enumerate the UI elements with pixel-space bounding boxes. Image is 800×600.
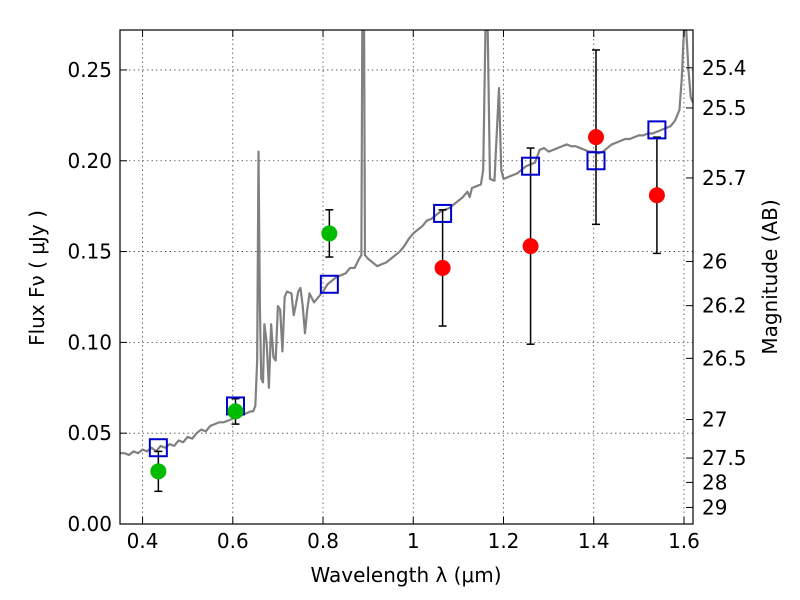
observed-photometry-series	[150, 129, 665, 480]
model-box-marker	[319, 274, 339, 294]
x-axis-label: Wavelength λ (μm)	[310, 563, 501, 587]
mag-tick-label: 26.2	[702, 294, 747, 318]
observed-point-green	[227, 403, 244, 420]
mag-tick-label: 26.5	[702, 346, 747, 370]
spectrum-line	[120, 30, 693, 457]
mag-tick-label: 28	[702, 470, 727, 494]
observed-point-red	[434, 259, 451, 276]
observed-point-red	[587, 129, 604, 146]
mag-tick-label: 27.5	[702, 446, 747, 470]
mag-tick-label: 29	[702, 495, 727, 519]
y-tick-label: 0.15	[67, 240, 112, 264]
model-box-marker	[586, 151, 606, 171]
y-tick-label: 0.05	[67, 421, 112, 445]
y-tick-label: 0.25	[67, 58, 112, 82]
model-box-marker	[148, 438, 168, 458]
mag-tick-label: 25.5	[702, 96, 747, 120]
grid-lines	[120, 30, 693, 525]
x-tick-label: 0.8	[307, 529, 339, 553]
y-tick-label: 0.00	[67, 512, 112, 536]
mag-tick-label: 25.4	[702, 56, 747, 80]
observed-point-red	[648, 187, 665, 204]
mag-tick-label: 27	[702, 407, 727, 431]
y-axis-label-right: Magnitude (AB)	[758, 199, 782, 354]
x-tick-label: 1	[407, 529, 420, 553]
plot-frame	[119, 29, 694, 525]
axis-ticks	[120, 30, 693, 525]
model-photometry-series	[148, 120, 667, 458]
y-tick-label: 0.10	[67, 330, 112, 354]
observed-point-red	[522, 238, 539, 255]
y-axis-label-left: Flux Fν ( μJy )	[25, 210, 49, 346]
model-box-marker	[647, 120, 667, 140]
mag-tick-label: 25.7	[702, 166, 747, 190]
mag-tick-label: 26	[702, 249, 727, 273]
tick-labels: 0.4 0.6 0.8 1 1.2 1.4 1.6 0.00 0.05 0.10 0.15 0.20 0…	[67, 56, 746, 553]
x-tick-label: 1.6	[668, 529, 700, 553]
x-tick-label: 1.4	[578, 529, 610, 553]
x-tick-label: 0.4	[127, 529, 159, 553]
model-box-marker	[433, 203, 453, 223]
model-box-marker	[521, 156, 541, 176]
error-bars	[154, 49, 661, 493]
spectrum-series	[120, 30, 693, 457]
observed-point-green	[150, 463, 167, 480]
observed-point-green	[321, 225, 338, 242]
x-tick-label: 0.6	[217, 529, 249, 553]
y-tick-label: 0.20	[67, 149, 112, 173]
x-tick-label: 1.2	[488, 529, 520, 553]
